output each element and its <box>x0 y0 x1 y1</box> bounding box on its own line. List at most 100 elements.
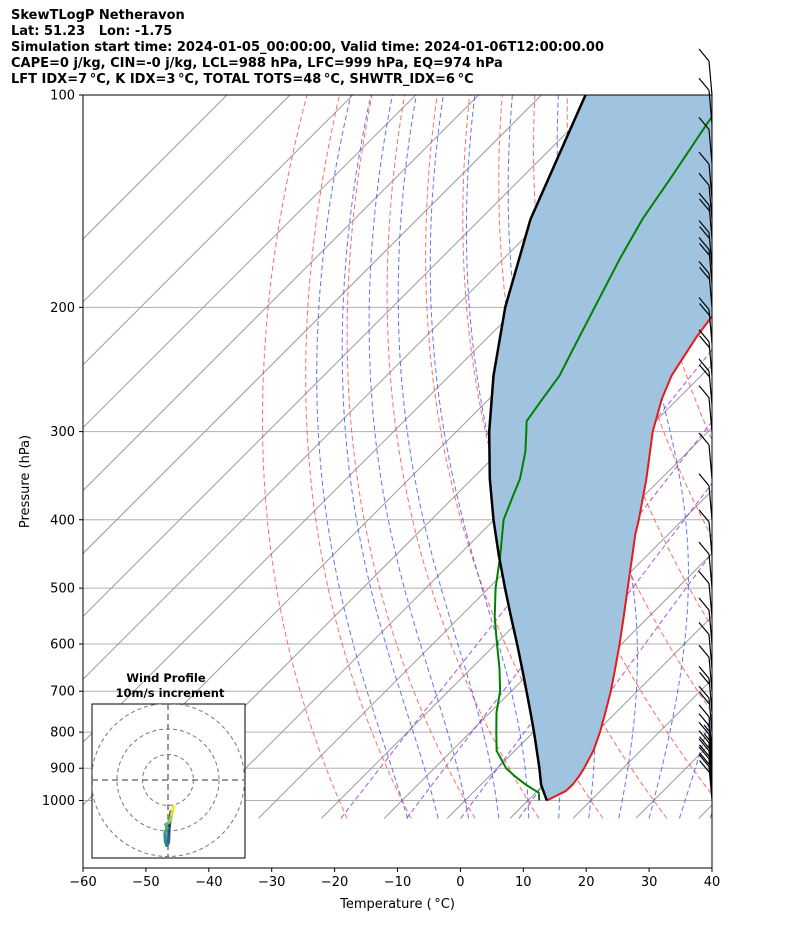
wind-barb <box>698 685 713 733</box>
wind-barb <box>698 432 713 479</box>
y-tick-label: 600 <box>50 637 75 652</box>
moist-adiabat <box>316 95 408 819</box>
moist-adiabat <box>679 95 712 819</box>
isotherm <box>83 95 605 618</box>
y-tick-label: 100 <box>50 89 75 104</box>
wind-barb <box>698 358 713 406</box>
wind-barb <box>698 151 713 199</box>
wind-barb <box>698 297 713 344</box>
isotherm <box>83 95 479 492</box>
isotherm <box>383 489 712 819</box>
moist-adiabat <box>397 95 500 819</box>
isotherm <box>509 615 712 819</box>
x-axis-label: Temperature ( °C) <box>339 897 455 912</box>
x-tick-label: 40 <box>704 875 721 890</box>
wind-barb <box>698 704 713 751</box>
wind-barb <box>698 730 713 777</box>
wind-barb <box>698 385 713 432</box>
y-tick-label: 1000 <box>42 794 75 809</box>
isotherm <box>320 426 712 819</box>
isotherm <box>83 95 291 303</box>
moist-adiabat <box>556 95 638 819</box>
isotherm <box>83 95 228 240</box>
x-tick-label: 0 <box>456 875 464 890</box>
x-tick-label: −20 <box>321 875 348 890</box>
chart-title: SkewTLogP Netheravon <box>11 8 185 23</box>
isotherm <box>83 95 417 429</box>
chart-header: SkewTLogP Netheravon Lat: 51.23 Lon: -1.… <box>11 8 604 88</box>
wind-barb <box>698 541 713 589</box>
cape-cin-fill <box>489 95 712 801</box>
cape-line: CAPE=0 j/kg, CIN=-0 j/kg, LCL=988 hPa, L… <box>11 56 503 71</box>
moist-adiabat <box>772 95 794 818</box>
dewpoint-profile <box>493 114 712 801</box>
wind-barb <box>698 597 713 645</box>
wind-barb <box>698 713 713 760</box>
y-tick-label: 200 <box>50 301 75 316</box>
wind-barb <box>698 754 713 801</box>
wind-barbs <box>698 48 713 801</box>
x-tick-label: −10 <box>384 875 411 890</box>
dry-adiabat <box>386 95 540 819</box>
moist-adiabat <box>368 95 470 819</box>
mixing-ratio-line <box>340 349 712 819</box>
hodograph-segment <box>170 805 176 811</box>
moist-adiabat <box>615 95 689 819</box>
axes: −60 −50 −40 −30 −20 −10 0 10 20 30 40 1000 900 800 700… <box>18 89 720 913</box>
inset-subtitle: 10m/s increment <box>116 686 225 700</box>
time-line: Simulation start time: 2024-01-05_00:00:… <box>11 40 604 55</box>
mixing-ratio-line <box>518 552 712 819</box>
wind-barb <box>698 77 713 125</box>
x-tick-label: 10 <box>515 875 532 890</box>
cin-shading <box>489 95 712 801</box>
location-line: Lat: 51.23 Lon: -1.75 <box>11 24 173 39</box>
wind-barb <box>698 329 713 376</box>
dry-adiabat <box>262 95 348 819</box>
wind-barb <box>698 192 713 240</box>
dry-adiabat <box>305 95 412 819</box>
wind-barb <box>698 509 713 556</box>
moist-adiabat <box>741 95 794 818</box>
wind-barb <box>698 220 713 267</box>
parcel-profile <box>487 95 587 801</box>
wind-barb <box>698 473 713 520</box>
wind-barb <box>698 665 713 713</box>
isotherm <box>83 95 354 366</box>
x-tick-label: 20 <box>578 875 595 890</box>
temperature-profile <box>546 314 712 802</box>
x-tick-label: −50 <box>132 875 159 890</box>
wind-barb <box>698 570 713 618</box>
y-tick-label: 500 <box>50 582 75 597</box>
wind-profile-inset: Wind Profile 10m/s increment <box>91 671 246 859</box>
y-tick-label: 900 <box>50 762 75 777</box>
wind-barb <box>698 644 713 692</box>
moist-adiabat <box>341 95 439 819</box>
profile-lines <box>487 95 712 802</box>
y-tick-label: 300 <box>50 425 75 440</box>
dry-adiabat <box>730 95 794 818</box>
wind-barb <box>698 721 713 769</box>
wind-barb <box>698 622 713 669</box>
index-line: LFT IDX=7 °C, K IDX=3 °C, TOTAL TOTS=48 … <box>11 72 474 87</box>
isotherm <box>762 95 794 818</box>
dry-adiabat <box>532 95 712 714</box>
isotherm <box>572 678 712 819</box>
x-tick-label: −30 <box>258 875 285 890</box>
dry-adiabat <box>763 95 794 818</box>
wind-barb <box>698 237 713 284</box>
dry-adiabat <box>346 95 476 819</box>
wind-barb <box>698 738 713 785</box>
isotherm <box>83 95 542 555</box>
y-tick-label: 800 <box>50 726 75 741</box>
isotherm <box>698 804 712 819</box>
wind-barb <box>698 260 713 308</box>
wind-barb <box>698 746 713 793</box>
y-axis-label: Pressure (hPa) <box>18 435 33 528</box>
x-tick-label: −40 <box>195 875 222 890</box>
wind-barb <box>698 172 713 220</box>
x-tick-label: −60 <box>69 875 96 890</box>
y-tick-label: 700 <box>50 685 75 700</box>
wind-barb <box>698 48 713 96</box>
y-tick-label: 400 <box>50 513 75 528</box>
